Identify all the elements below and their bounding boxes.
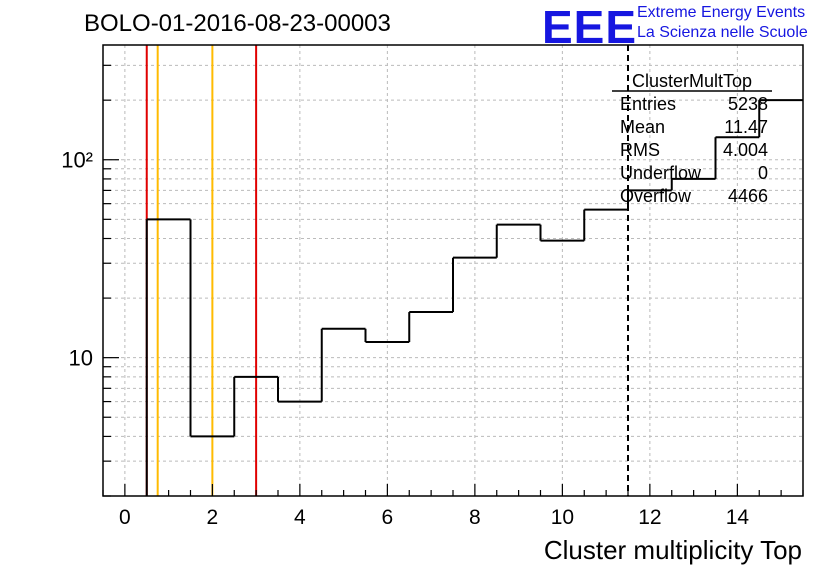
stats-value-rms: 4.004 (723, 140, 768, 160)
stats-value-entries: 5238 (728, 94, 768, 114)
x-tick-label: 2 (207, 506, 219, 529)
logo-subtitle-1: Extreme Energy Events (637, 4, 806, 21)
histogram-bins (145, 99, 803, 496)
x-tick-label: 6 (382, 506, 394, 529)
stats-label-underflow: Underflow (620, 163, 702, 183)
stats-label-mean: Mean (620, 117, 665, 137)
stats-label-rms: RMS (620, 140, 660, 160)
plot-title: BOLO-01-2016-08-23-00003 (84, 10, 391, 37)
x-tick-label: 14 (726, 506, 750, 529)
x-axis-label: Cluster multiplicity Top (544, 535, 802, 565)
stats-title: ClusterMultTop (632, 71, 752, 91)
x-tick-label: 10 (551, 506, 574, 529)
stats-value-mean: 11.47 (724, 117, 768, 137)
stats-label-overflow: Overflow (620, 186, 692, 206)
stats-label-entries: Entries (620, 94, 676, 114)
stats-value-overflow: 4466 (728, 186, 768, 206)
x-tick-label: 4 (294, 506, 306, 529)
x-tick-label: 12 (638, 506, 661, 529)
x-tick-label: 0 (119, 506, 131, 529)
grid-lines (103, 45, 803, 497)
logo-subtitle-2: La Scienza nelle Scuole (637, 24, 808, 41)
y-tick-label: 10 (69, 346, 93, 371)
y-tick-label: 10² (61, 148, 93, 173)
stats-value-underflow: 0 (758, 163, 768, 183)
stats-box: ClusterMultTop Entries 5238 Mean 11.47 R… (612, 71, 772, 206)
x-tick-label: 8 (469, 506, 481, 529)
axes: 0 2 4 6 8 10 12 14 10 10² (61, 44, 804, 529)
